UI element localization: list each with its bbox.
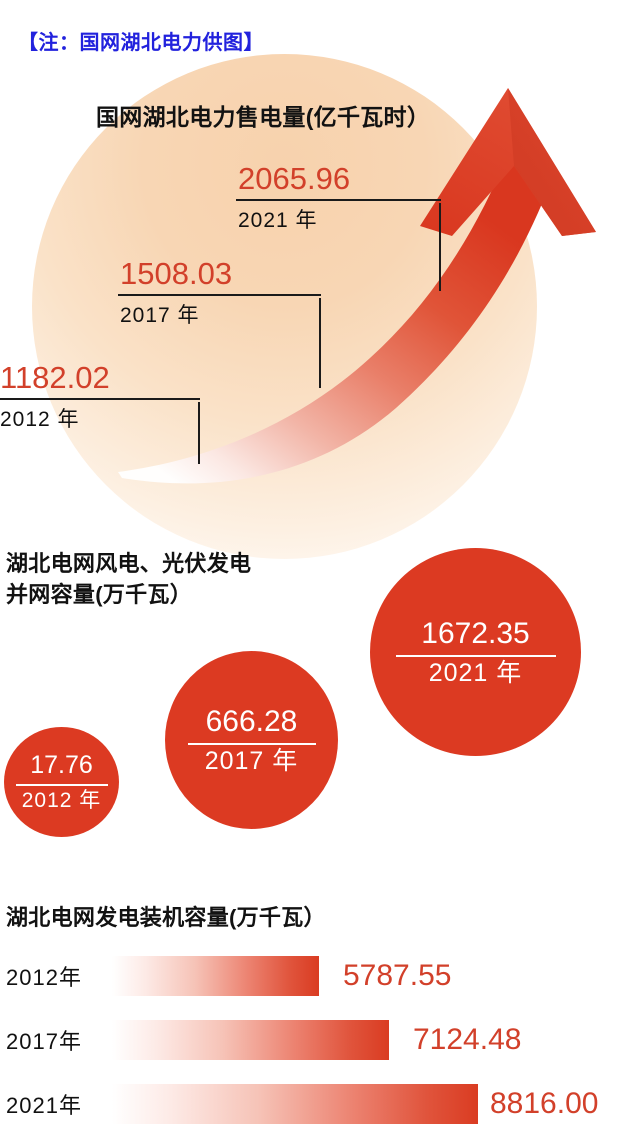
bubble-year-2012: 2012 年	[21, 789, 102, 812]
bars-chart-title: 湖北电网发电装机容量(万千瓦）	[6, 905, 326, 930]
leader-line-2012	[198, 402, 200, 464]
bar-year-2012: 2012年	[6, 965, 82, 990]
bubble-rule	[187, 742, 316, 745]
bar-fill-2021	[112, 1084, 478, 1124]
sales-year-2017: 2017 年	[120, 304, 200, 327]
growth-arrow-icon	[118, 88, 596, 484]
bar-year-2021: 2021年	[6, 1093, 82, 1118]
callout-rule	[0, 398, 200, 400]
sales-value-2017: 1508.03	[120, 256, 233, 291]
bubble-year-2017: 2017 年	[204, 746, 299, 775]
callout-rule	[118, 294, 321, 296]
bar-fill-2012	[112, 956, 319, 996]
sales-section: 【注：国网湖北电力供图】 国网湖北电力售电量(亿千瓦时） 2065.96 202…	[0, 0, 640, 559]
bar-track	[112, 1084, 482, 1124]
bubble-2017: 666.28 2017 年	[165, 651, 338, 829]
sales-callout-2021: 2065.96 2021 年	[236, 163, 441, 234]
bubble-2021: 1672.35 2021 年	[370, 548, 581, 756]
bubble-year-2021: 2021 年	[428, 658, 523, 687]
sales-callout-2017: 1508.03 2017 年	[118, 258, 321, 329]
sales-value-2012: 1182.02	[0, 360, 110, 395]
leader-line-2021	[439, 203, 441, 291]
bubble-rule	[15, 784, 108, 786]
sales-year-2021: 2021 年	[238, 209, 318, 232]
capacity-bubbles-section: 湖北电网风电、光伏发电 并网容量(万千瓦） 17.76 2012 年 666.2…	[0, 540, 640, 870]
bar-value-2012: 5787.55	[343, 959, 452, 992]
bar-track	[112, 1020, 482, 1060]
callout-rule	[236, 199, 441, 201]
bar-row: 2017年 7124.48	[0, 1018, 640, 1062]
bar-value-2021: 8816.00	[490, 1087, 599, 1120]
installed-capacity-section: 湖北电网发电装机容量(万千瓦） 2012年 5787.55 2017年 7124…	[0, 898, 640, 1124]
bubbles-chart-title: 湖北电网风电、光伏发电 并网容量(万千瓦）	[6, 548, 251, 610]
sales-callout-2012: 1182.02 2012 年	[0, 362, 200, 433]
leader-line-2017	[319, 298, 321, 388]
bar-fill-2017	[112, 1020, 389, 1060]
bubbles-title-line1: 湖北电网风电、光伏发电	[6, 551, 252, 576]
bubble-value-2017: 666.28	[205, 704, 298, 738]
bar-row: 2021年 8816.00	[0, 1082, 640, 1126]
bubble-rule	[395, 654, 556, 657]
sales-chart-title: 国网湖北电力售电量(亿千瓦时）	[96, 104, 431, 130]
bar-track	[112, 956, 482, 996]
bar-year-2017: 2017年	[6, 1029, 82, 1054]
source-note: 【注：国网湖北电力供图】	[18, 32, 264, 54]
bubble-2012: 17.76 2012 年	[4, 727, 119, 837]
bubble-value-2012: 17.76	[30, 751, 93, 779]
bubbles-title-line2: 并网容量(万千瓦）	[6, 582, 193, 608]
bubble-value-2021: 1672.35	[421, 616, 530, 650]
bar-value-2017: 7124.48	[413, 1023, 522, 1056]
sales-year-2012: 2012 年	[0, 408, 80, 431]
sales-value-2021: 2065.96	[238, 161, 351, 196]
bar-row: 2012年 5787.55	[0, 954, 640, 998]
